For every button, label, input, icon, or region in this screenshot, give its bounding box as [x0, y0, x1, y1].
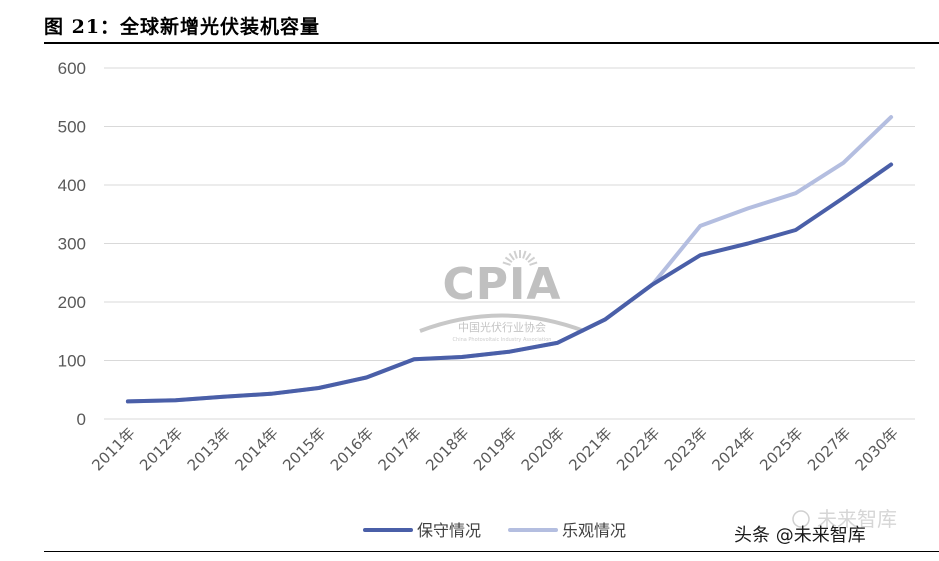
y-tick-label: 500	[58, 118, 86, 137]
x-tick-label: 2017年	[375, 424, 425, 474]
cpia-org-name-cn: 中国光伏行业协会	[458, 320, 546, 334]
swoosh-arc	[419, 313, 585, 333]
figure-title-bar: 图 21：全球新增光伏装机容量	[44, 14, 939, 44]
sun-ray	[527, 256, 536, 263]
x-tick-label: 2012年	[136, 424, 186, 474]
legend-item-conservative-label: 保守情况	[417, 521, 481, 540]
figure-title: 图 21：全球新增光伏装机容量	[44, 16, 321, 38]
sun-ray	[504, 256, 513, 263]
x-tick-label: 2025年	[756, 424, 806, 474]
x-tick-label: 2021年	[565, 424, 615, 474]
sun-ray	[525, 252, 532, 261]
legend: 保守情况 乐观情况	[363, 521, 626, 540]
x-axis-ticks: 2011年2012年2013年2014年2015年2016年2017年2018年…	[88, 424, 902, 474]
gridlines	[104, 67, 915, 420]
cpia-org-name-en: China Photovoltaic Industry Association	[453, 337, 552, 343]
x-tick-label: 2020年	[518, 424, 568, 474]
sun-ray	[508, 252, 515, 261]
x-tick-label: 2023年	[661, 424, 711, 474]
y-tick-label: 200	[58, 293, 86, 312]
bottom-rule	[44, 551, 939, 552]
source-watermark: 未来智库 头条 @未来智库	[734, 507, 897, 546]
x-tick-label: 2024年	[709, 424, 759, 474]
x-tick-label: 2016年	[327, 424, 377, 474]
x-tick-label: 2022年	[613, 424, 663, 474]
y-tick-label: 600	[58, 59, 86, 78]
x-tick-label: 2015年	[279, 424, 329, 474]
legend-item-optimistic-label: 乐观情况	[562, 521, 626, 540]
y-tick-label: 100	[58, 352, 86, 371]
series-line-conservative	[125, 162, 894, 404]
sun-ray	[502, 261, 511, 266]
source-label: 头条 @未来智库	[734, 525, 866, 546]
x-tick-label: 2027年	[804, 424, 854, 474]
series-lines	[125, 115, 894, 404]
y-axis-ticks: 0 100 200 300 400 500 600	[58, 59, 86, 429]
x-tick-label: 2019年	[470, 424, 520, 474]
sun-ray	[513, 250, 518, 259]
x-tick-label: 2013年	[184, 424, 234, 474]
cpia-logo-text: CPIA	[443, 259, 562, 310]
y-tick-label: 0	[77, 410, 86, 429]
cpia-watermark: CPIA 中国光伏行业协会 China Photovoltaic Industr…	[419, 250, 585, 343]
x-tick-label: 2018年	[422, 424, 472, 474]
sun-ray	[529, 261, 538, 266]
sun-rays-icon	[502, 250, 538, 266]
x-tick-label: 2030年	[852, 424, 902, 474]
x-tick-label: 2014年	[231, 424, 281, 474]
y-tick-label: 400	[58, 176, 86, 195]
wechat-icon	[792, 510, 810, 528]
source-shadow-text: 未来智库	[817, 507, 897, 531]
y-tick-label: 300	[58, 235, 86, 254]
sun-ray	[522, 250, 527, 259]
x-tick-label: 2011年	[88, 424, 138, 474]
